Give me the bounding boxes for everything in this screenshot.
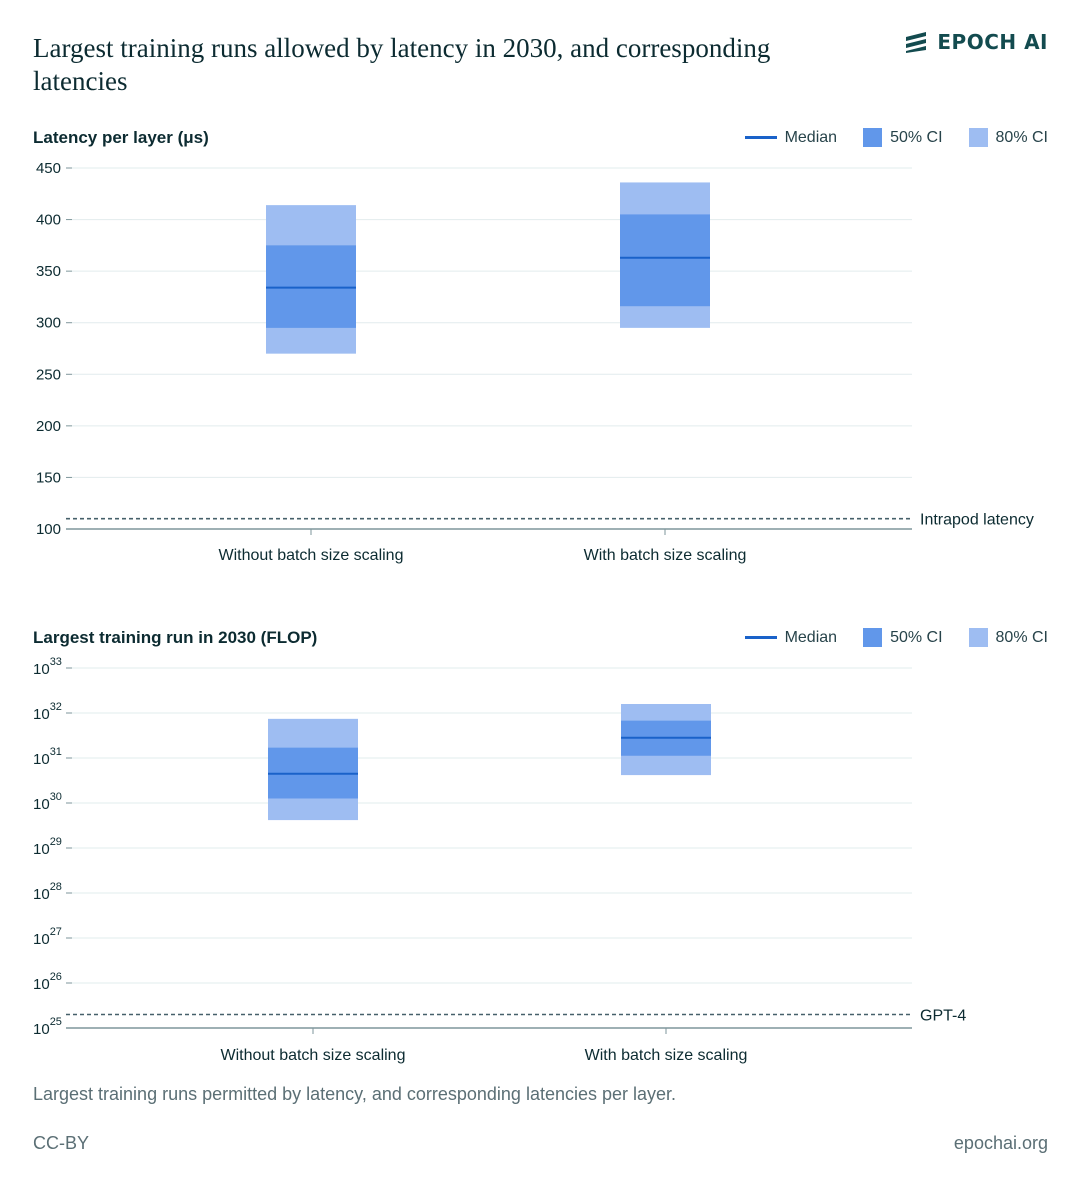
y-tick-label: 1029 <box>33 836 62 858</box>
reference-line-label: GPT-4 <box>920 1008 966 1025</box>
legend-ci80: 80% CI <box>968 628 1048 647</box>
ci50-band <box>621 720 711 756</box>
y-tick-label: 450 <box>36 160 61 177</box>
legend-median-label: Median <box>784 128 838 146</box>
legend-ci80-label: 80% CI <box>995 128 1048 146</box>
ci50-band <box>620 214 710 307</box>
x-tick-label: With batch size scaling <box>585 1047 748 1064</box>
legend-ci80-label: 80% CI <box>995 628 1048 646</box>
y-tick-label: 1026 <box>33 971 62 993</box>
latency-panel-title: Latency per layer (μs) <box>33 128 209 147</box>
y-tick-label: 300 <box>36 315 61 332</box>
x-tick-label: Without batch size scaling <box>221 1047 406 1064</box>
legend-median: Median <box>744 128 838 147</box>
y-tick-label: 250 <box>36 366 61 383</box>
y-tick-label: 1033 <box>33 656 62 678</box>
reference-line-label: Intrapod latency <box>920 512 1034 529</box>
y-tick-label: 150 <box>36 469 61 486</box>
ci80-band <box>621 704 711 776</box>
legend-ci80: 80% CI <box>968 128 1048 147</box>
legend-ci50-swatch <box>863 128 883 147</box>
latency-legend: Median 50% CI 80% CI <box>744 128 1048 147</box>
ci50-band <box>268 747 358 799</box>
y-tick-label: 350 <box>36 263 61 280</box>
legend-ci80-swatch <box>968 128 988 147</box>
legend-median-swatch <box>744 136 777 139</box>
legend-ci50: 50% CI <box>863 628 943 647</box>
ci80-band <box>266 205 356 354</box>
chart-title: Largest training runs allowed by latency… <box>33 33 771 96</box>
y-tick-label: 100 <box>36 521 61 538</box>
legend-median-swatch <box>744 636 777 639</box>
epoch-logo-icon <box>906 32 927 53</box>
y-tick-label: 1027 <box>33 926 62 948</box>
y-tick-label: 1028 <box>33 881 62 903</box>
license-label: CC-BY <box>33 1133 90 1153</box>
y-tick-label: 1031 <box>33 746 62 768</box>
y-tick-label: 1030 <box>33 791 62 813</box>
epoch-logo[interactable]: EPOCH AI <box>903 30 1048 54</box>
y-tick-label: 400 <box>36 212 61 229</box>
x-tick-label: Without batch size scaling <box>219 547 404 564</box>
flop-panel-title: Largest training run in 2030 (FLOP) <box>33 628 318 647</box>
legend-median: Median <box>744 628 838 647</box>
ci80-band <box>268 718 358 821</box>
legend-ci50-label: 50% CI <box>890 128 943 146</box>
site-link[interactable]: epochai.org <box>953 1133 1048 1153</box>
y-tick-label: 200 <box>36 418 61 435</box>
x-tick-label: With batch size scaling <box>584 547 747 564</box>
y-tick-label: 1025 <box>33 1016 62 1038</box>
flop-legend: Median 50% CI 80% CI <box>744 628 1048 647</box>
ci50-band <box>266 245 356 328</box>
logo-text: EPOCH AI <box>937 30 1048 54</box>
figure-caption: Largest training runs permitted by laten… <box>33 1084 677 1104</box>
y-tick-label: 1032 <box>33 701 62 723</box>
legend-median-label: Median <box>784 628 838 646</box>
legend-ci50-label: 50% CI <box>890 628 943 646</box>
legend-ci80-swatch <box>968 628 988 647</box>
legend-ci50: 50% CI <box>863 128 943 147</box>
ci80-band <box>620 182 710 328</box>
legend-ci50-swatch <box>863 628 883 647</box>
